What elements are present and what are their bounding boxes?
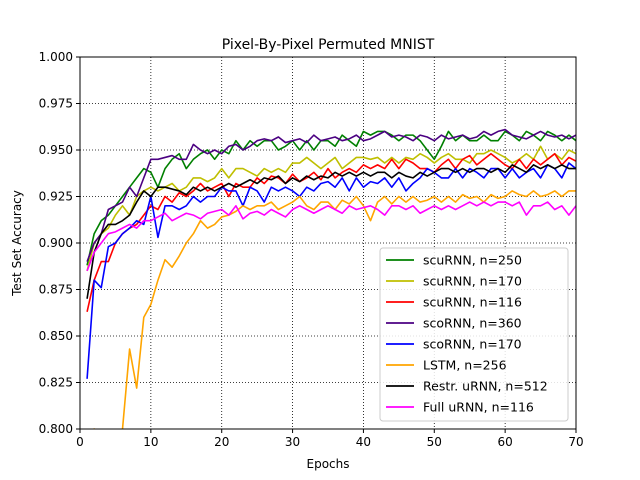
x-tick-label: 50 (427, 435, 442, 449)
legend-label: scoRNN, n=170 (423, 337, 522, 352)
x-tick-label: 60 (498, 435, 513, 449)
x-tick-label: 70 (568, 435, 583, 449)
x-tick-label: 10 (143, 435, 158, 449)
y-tick-label: 0.800 (39, 422, 73, 436)
series-line-1 (86, 130, 576, 266)
y-tick-label: 0.925 (39, 190, 73, 204)
y-axis-title: Test Set Accuracy (10, 190, 24, 297)
x-axis-title: Epochs (307, 457, 350, 471)
series-line-6 (93, 190, 576, 429)
x-tick-label: 0 (76, 435, 84, 449)
chart-title: Pixel-By-Pixel Permuted MNIST (222, 37, 435, 53)
legend-label: LSTM, n=256 (423, 358, 507, 373)
y-tick-label: 0.850 (39, 329, 73, 343)
legend-label: scuRNN, n=116 (423, 295, 522, 310)
y-tick-label: 0.975 (39, 97, 73, 111)
y-tick-label: 0.950 (39, 143, 73, 157)
y-tick-label: 1.000 (39, 50, 73, 64)
legend-label: Full uRNN, n=116 (423, 400, 534, 415)
series-line-5 (86, 162, 576, 379)
series-line-7 (86, 164, 576, 299)
legend-box (379, 247, 569, 422)
axis-ticks: 0 10 20 30 40 50 60 70 0.800 0.825 0.850 0.875 0.900… (39, 50, 584, 449)
x-tick-label: 20 (214, 435, 229, 449)
legend: scuRNN, n=250 scuRNN, n=170 scuRNN, n=116 s… (379, 247, 569, 422)
y-tick-label: 0.875 (39, 283, 73, 297)
series-lines (86, 128, 576, 429)
legend-label: Restr. uRNN, n=512 (423, 379, 548, 394)
legend-label: scuRNN, n=250 (423, 253, 522, 268)
y-tick-label: 0.825 (39, 376, 73, 390)
series-line-8 (86, 201, 576, 272)
x-tick-label: 30 (285, 435, 300, 449)
legend-label: scoRNN, n=360 (423, 316, 522, 331)
series-line-3 (86, 152, 576, 312)
legend-label: scuRNN, n=170 (423, 274, 522, 289)
y-tick-label: 0.900 (39, 236, 73, 250)
series-line-2 (86, 145, 576, 272)
x-tick-label: 40 (356, 435, 371, 449)
series-line-4 (86, 128, 576, 262)
